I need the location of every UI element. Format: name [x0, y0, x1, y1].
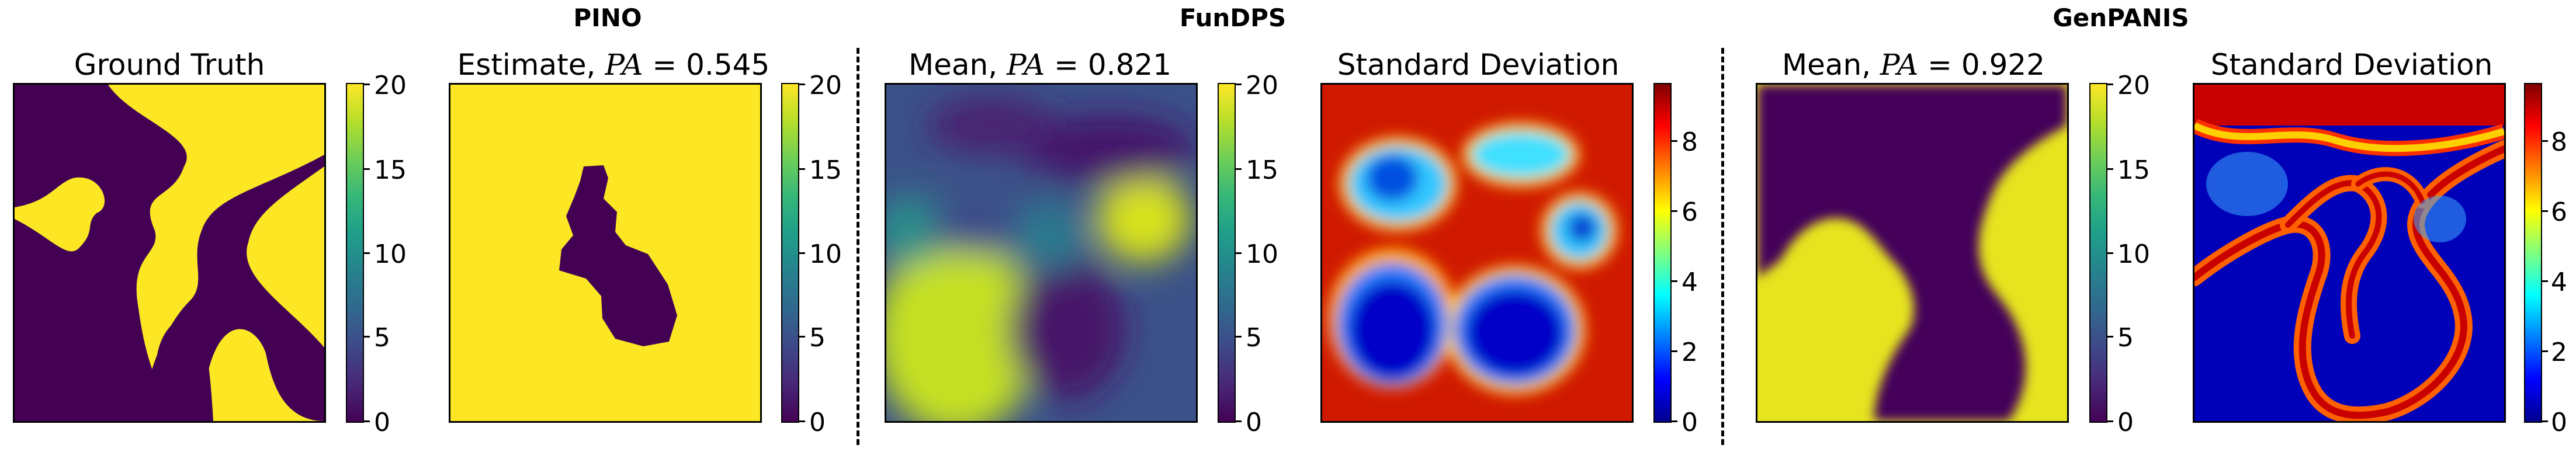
tick	[2107, 252, 2113, 254]
colorbar-tick-label: 0	[374, 408, 390, 437]
colorbar-tick-label: 10	[1246, 239, 1278, 269]
tick	[1236, 84, 1242, 85]
colorbar-tick-label: 0	[1246, 408, 1262, 437]
title-prefix: Mean,	[1781, 48, 1881, 82]
tick	[364, 168, 370, 170]
tick	[2542, 420, 2548, 422]
title-eq: = 0.922	[1918, 48, 2045, 82]
dashed-divider	[1721, 48, 1724, 445]
colorbar-tick-label: 5	[1246, 323, 1262, 353]
colorbar-tick-label: 15	[374, 155, 407, 185]
dashed-divider	[857, 48, 859, 445]
colorbar-tick-label: 5	[809, 323, 826, 353]
tick	[2107, 84, 2113, 85]
colorbar-tick-label: 8	[2551, 127, 2567, 157]
tick	[2542, 210, 2548, 212]
heatmap-fundps-std	[1320, 83, 1634, 423]
colorbar-pino-estimate	[781, 83, 799, 423]
tick	[2107, 336, 2113, 338]
tick	[1236, 336, 1242, 338]
colorbar-tick-label: 6	[1681, 197, 1698, 227]
colorbar-tick-label: 5	[374, 323, 390, 353]
tick	[1236, 168, 1242, 170]
tick	[2542, 280, 2548, 282]
colorbar-tick-label: 2	[1681, 338, 1698, 367]
colorbar-ground-truth	[346, 83, 364, 423]
tick	[1672, 280, 1677, 282]
colorbar-tick-label: 10	[2117, 239, 2150, 269]
title-prefix: Mean,	[908, 48, 1007, 82]
title-var: PA	[605, 48, 643, 82]
title-var: PA	[1007, 48, 1045, 82]
tick	[1672, 210, 1677, 212]
heatmap-genpanis-mean	[1756, 83, 2069, 423]
colorbar-tick-label: 10	[809, 239, 842, 269]
panel-title-pino-estimate: Estimate, PA = 0.545	[432, 48, 795, 82]
tick	[1672, 350, 1677, 352]
tick	[1672, 140, 1677, 142]
colorbar-tick-label: 15	[1246, 155, 1278, 185]
colorbar-tick-label: 20	[1246, 71, 1278, 100]
colorbar-tick-label: 20	[2117, 71, 2150, 100]
heatmap-ground-truth	[13, 83, 326, 423]
panel-title-ground-truth: Ground Truth	[74, 48, 265, 82]
panel-title-fundps-std: Standard Deviation	[1337, 48, 1620, 82]
title-var: PA	[1880, 48, 1919, 82]
tick	[799, 168, 805, 170]
heatmap-genpanis-std	[2193, 83, 2506, 423]
colorbar-tick-label: 20	[374, 71, 407, 100]
group-title-genpanis: GenPANIS	[2053, 4, 2189, 32]
colorbar-tick-label: 6	[2551, 197, 2567, 227]
panel-title-genpanis-mean: Mean, PA = 0.922	[1750, 48, 2077, 82]
tick	[2542, 350, 2548, 352]
tick	[2542, 140, 2548, 142]
colorbar-tick-label: 15	[809, 155, 842, 185]
colorbar-tick-label: 4	[2551, 267, 2567, 297]
colorbar-fundps-std	[1653, 83, 1672, 423]
colorbar-genpanis-mean	[2089, 83, 2107, 423]
colorbar-tick-label: 20	[809, 71, 842, 100]
panel-title-fundps-mean: Mean, PA = 0.821	[876, 48, 1204, 82]
tick	[799, 420, 805, 422]
tick	[799, 252, 805, 254]
title-eq: = 0.821	[1045, 48, 1172, 82]
heatmap-fundps-mean	[885, 83, 1198, 423]
colorbar-tick-label: 15	[2117, 155, 2150, 185]
colorbar-tick-label: 0	[2117, 408, 2134, 437]
colorbar-tick-label: 0	[1681, 408, 1698, 437]
panel-title-genpanis-std: Standard Deviation	[2210, 48, 2493, 82]
heatmap-pino-estimate	[449, 83, 762, 423]
group-title-pino: PINO	[573, 4, 642, 32]
tick	[1236, 420, 1242, 422]
colorbar-tick-label: 8	[1681, 127, 1698, 157]
tick	[364, 84, 370, 85]
group-title-fundps: FunDPS	[1179, 4, 1287, 32]
tick	[1236, 252, 1242, 254]
colorbar-tick-label: 0	[809, 408, 826, 437]
tick	[1672, 420, 1677, 422]
tick	[2107, 420, 2113, 422]
tick	[364, 252, 370, 254]
tick	[364, 420, 370, 422]
title-eq: = 0.545	[643, 48, 770, 82]
tick	[799, 84, 805, 85]
colorbar-tick-label: 5	[2117, 323, 2134, 353]
colorbar-fundps-mean	[1218, 83, 1236, 423]
colorbar-tick-label: 0	[2551, 408, 2567, 437]
colorbar-tick-label: 4	[1681, 267, 1698, 297]
tick	[364, 336, 370, 338]
tick	[799, 336, 805, 338]
title-prefix: Estimate,	[457, 48, 605, 82]
tick	[2107, 168, 2113, 170]
colorbar-tick-label: 2	[2551, 338, 2567, 367]
colorbar-genpanis-std	[2524, 83, 2542, 423]
colorbar-tick-label: 10	[374, 239, 407, 269]
